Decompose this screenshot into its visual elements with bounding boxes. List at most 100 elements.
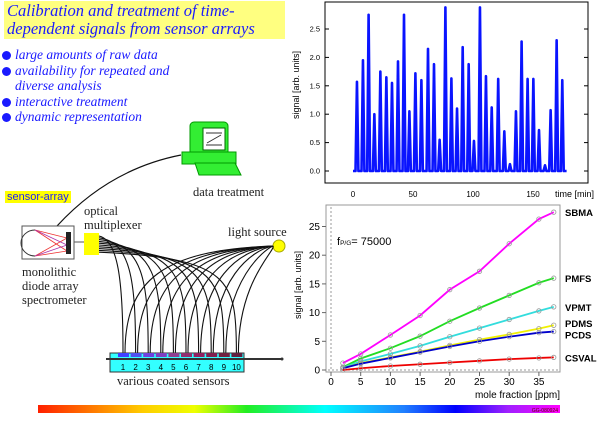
sensor-coating	[206, 353, 218, 357]
data-treatment-label: data treatment	[193, 185, 265, 199]
x-tick-label: 15	[415, 377, 427, 388]
x-axis-label: time [min]	[555, 189, 594, 199]
data-point	[387, 363, 393, 369]
data-point	[417, 349, 423, 355]
sensor-coating	[193, 353, 205, 357]
fiber-from-light	[149, 245, 274, 354]
data-point	[551, 328, 557, 335]
data-point	[551, 209, 557, 215]
x-tick-label: 10	[385, 377, 397, 388]
legend-label: VPMT	[565, 303, 592, 314]
data-point	[536, 308, 542, 314]
fiber-to-detector	[98, 251, 237, 354]
y-tick-label: 25	[309, 222, 321, 233]
x-tick-label: 30	[504, 377, 516, 388]
sensor-coating	[118, 353, 129, 357]
data-point	[551, 322, 557, 328]
multiplexer-icon	[84, 233, 99, 255]
calibration-chart: 0 5 10 15 20 25 0 5 10 15 20 25 30 35 SBMA PMFS VPMT PDMS…	[293, 204, 597, 401]
sensors-label: various coated sensors	[117, 374, 230, 388]
data-point	[476, 338, 483, 344]
data-point	[536, 355, 542, 361]
signal-trace	[353, 6, 567, 173]
data-point	[551, 275, 557, 281]
fiber-to-detector	[98, 248, 212, 354]
fiber-from-light	[225, 245, 274, 354]
legend-label: PCDS	[565, 331, 591, 342]
sensor-coating	[181, 353, 192, 357]
data-point	[417, 343, 423, 349]
data-point	[387, 332, 393, 338]
data-point	[447, 359, 453, 366]
legend-label: CSVAL	[565, 353, 597, 364]
y-axis-label: signal [arb. units]	[291, 51, 301, 119]
fiber-to-detector	[98, 244, 187, 354]
data-point	[447, 343, 453, 350]
spectrometer-label: monolithic diode array spectrometer	[22, 265, 87, 307]
data-point	[417, 333, 423, 339]
sensor-coating	[155, 353, 167, 357]
sensor-number: 8	[209, 363, 214, 372]
fiber-from-light	[162, 245, 274, 354]
data-point	[447, 334, 453, 340]
x-tick-label: 20	[444, 377, 456, 388]
bullet-item: large amounts of raw data	[2, 47, 185, 63]
sensor-coating	[168, 353, 180, 357]
figure-code: GG-080924	[532, 408, 558, 414]
data-point	[506, 316, 512, 323]
y-tick-label: 0.5	[310, 138, 320, 147]
sensor-number: 5	[171, 363, 176, 372]
x-tick-label: 35	[533, 377, 545, 388]
y-tick-label: 15	[309, 279, 321, 290]
legend-label: PMFS	[565, 274, 591, 285]
optical-fibers	[98, 235, 274, 354]
sensor-bar: 1 2 3 4 5 6 7 8 9 10	[106, 352, 284, 373]
fiber-from-light	[212, 245, 274, 354]
data-point	[551, 354, 557, 360]
series-line-sbma	[342, 211, 555, 364]
data-point	[551, 304, 557, 310]
data-point	[506, 356, 512, 362]
data-cable	[56, 154, 182, 227]
bullet-item: interactive treatment	[2, 94, 185, 110]
fiber-from-light	[124, 245, 274, 354]
fiber-to-detector	[98, 246, 200, 354]
data-point	[447, 287, 453, 293]
time-signal-chart: 0.0 0.5 1.0 1.5 2.0 2.5 0 50 100 150 time [min] sig…	[291, 1, 594, 199]
fiber-to-detector	[98, 237, 137, 354]
spectrum-bar	[38, 405, 560, 413]
light-source-label: light source	[228, 225, 287, 239]
legend-label: PDMS	[565, 319, 592, 330]
sensor-coating	[218, 353, 230, 357]
annotation: fP/G= 75000	[337, 236, 391, 248]
optical-multiplexer-label: optical multiplexer	[84, 204, 142, 232]
y-tick-label: 0	[314, 366, 320, 377]
data-point	[536, 330, 542, 336]
legend-label: SBMA	[565, 208, 593, 219]
x-tick-label: 5	[358, 377, 364, 388]
bullet-item: dynamic representation	[2, 109, 185, 125]
x-tick-label: 50	[409, 190, 418, 199]
x-tick-label: 150	[526, 190, 540, 199]
y-axis-label: signal [arb. units]	[293, 251, 303, 319]
slide-title: Calibration and treatment of time-depend…	[4, 1, 285, 39]
x-tick-label: 25	[474, 377, 486, 388]
annotation-part: f	[337, 236, 341, 248]
x-tick-label: 0	[328, 377, 334, 388]
bullet-item: availability for repeated and diverse an…	[2, 63, 185, 94]
y-tick-label: 2.0	[310, 53, 320, 62]
data-point	[506, 292, 512, 298]
fiber-to-detector	[98, 242, 174, 354]
x-axis-label: mole fraction [ppm]	[475, 390, 560, 401]
fiber-to-detector	[98, 249, 225, 354]
data-point	[536, 216, 542, 222]
series-line-csval	[342, 356, 554, 371]
series-line-pcds	[342, 330, 554, 370]
fiber-from-light	[200, 245, 274, 354]
fiber-from-light	[237, 245, 274, 354]
data-point	[476, 358, 483, 364]
data-point	[358, 365, 364, 371]
data-point	[387, 355, 393, 361]
sensor-number: 7	[196, 363, 201, 372]
